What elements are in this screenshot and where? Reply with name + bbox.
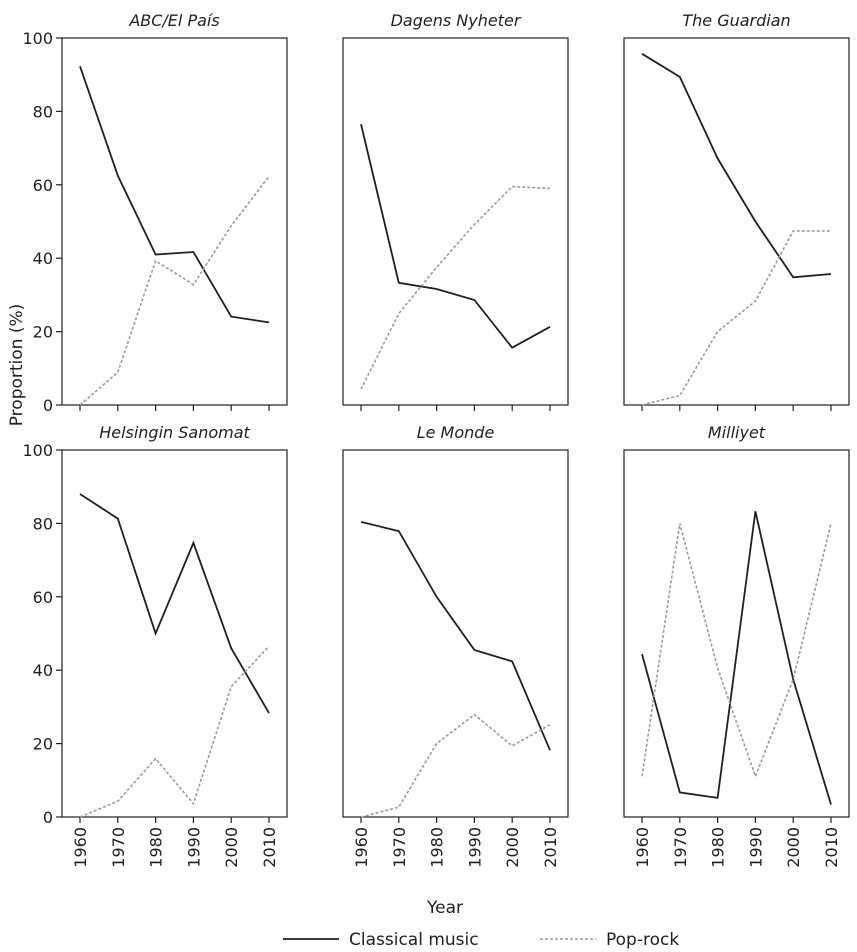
x-tick-label: 1990	[465, 827, 484, 868]
x-tick-label: 1970	[109, 827, 128, 868]
x-tick-label: 2010	[260, 827, 279, 868]
panel-title: ABC/El País	[128, 11, 219, 30]
panel-frame	[61, 449, 288, 818]
panel-title: Dagens Nyheter	[391, 11, 522, 30]
line-classical-music-dagens-nyheter	[360, 123, 551, 349]
line-classical-music-helsingin-sanomat	[79, 493, 270, 714]
panel-frame	[623, 449, 850, 818]
x-tick-label: 2000	[503, 827, 522, 868]
line-classical-music-the-guardian	[641, 53, 832, 279]
panel-title: Milliyet	[708, 423, 766, 442]
legend: Classical music Pop-rock	[283, 930, 679, 950]
x-tick-label: 1990	[746, 827, 765, 868]
x-tick-label: 1960	[71, 827, 90, 868]
line-classical-music-milliyet	[641, 511, 832, 805]
x-tick-label: 1960	[633, 827, 652, 868]
panel-milliyet: Milliyet 1960 1970 1980 1990 2000 2010	[623, 423, 850, 868]
y-tick-label: 80	[33, 514, 53, 533]
x-tick-label: 1990	[184, 827, 203, 868]
y-tick-label: 40	[33, 661, 53, 680]
panel-frame	[342, 37, 569, 406]
legend-item-pop-rock: Pop-rock	[540, 930, 679, 950]
y-tick-label: 100	[22, 29, 53, 48]
x-tick-label: 1980	[147, 827, 166, 868]
panel-title: Helsingin Sanomat	[99, 423, 250, 442]
y-tick-label: 0	[43, 808, 53, 827]
legend-item-classical-music: Classical music	[283, 930, 479, 950]
y-tick-label: 40	[33, 249, 53, 268]
x-axis-title: Year	[426, 898, 463, 918]
x-tick-label: 2010	[541, 827, 560, 868]
panel-frame	[61, 37, 288, 406]
y-tick-label: 80	[33, 102, 53, 121]
panel-title: Le Monde	[417, 423, 495, 442]
panel-title: The Guardian	[682, 11, 790, 30]
y-tick-label: 60	[33, 588, 53, 607]
legend-label: Pop-rock	[606, 930, 679, 950]
line-classical-music-abc-el-pa-s	[79, 66, 270, 324]
line-pop-rock-helsingin-sanomat	[79, 645, 270, 818]
legend-label: Classical music	[349, 930, 479, 950]
x-tick-label: 1980	[428, 827, 447, 868]
x-tick-label: 2000	[222, 827, 241, 868]
line-pop-rock-milliyet	[641, 523, 832, 779]
line-pop-rock-the-guardian	[641, 230, 831, 406]
x-tick-label: 1960	[352, 827, 371, 868]
panel-helsingin-sanomat: Helsingin Sanomat 0 20 40 60 80 100 1960 1970 198…	[22, 423, 288, 868]
y-tick-label: 60	[33, 176, 53, 195]
panel-frame	[623, 37, 850, 406]
line-classical-music-le-monde	[360, 521, 551, 751]
panel-frame	[342, 449, 569, 818]
panel-le-monde: Le Monde 1960 1970 1980 1990 2000 2010	[342, 423, 569, 868]
x-tick-label: 1970	[390, 827, 409, 868]
panel-dagens-nyheter: Dagens Nyheter	[342, 11, 569, 411]
line-pop-rock-le-monde	[360, 713, 551, 818]
line-pop-rock-dagens-nyheter	[360, 185, 551, 390]
chart-panels: ABC/El País 0 20 40 60 80 100 Dagens Nyheter The…	[22, 11, 850, 868]
y-tick-label: 20	[33, 323, 53, 342]
line-pop-rock-abc-el-pa-s	[79, 175, 270, 406]
x-tick-label: 1970	[671, 827, 690, 868]
x-tick-label: 2010	[822, 827, 841, 868]
y-tick-label: 20	[33, 735, 53, 754]
x-tick-label: 1980	[709, 827, 728, 868]
y-tick-label: 0	[43, 396, 53, 415]
panel-the-guardian: The Guardian	[623, 11, 850, 411]
y-tick-label: 100	[22, 441, 53, 460]
panel-abc-el-pa-s: ABC/El País 0 20 40 60 80 100	[22, 11, 288, 415]
x-tick-label: 2000	[784, 827, 803, 868]
y-axis-title: Proportion (%)	[7, 304, 27, 427]
